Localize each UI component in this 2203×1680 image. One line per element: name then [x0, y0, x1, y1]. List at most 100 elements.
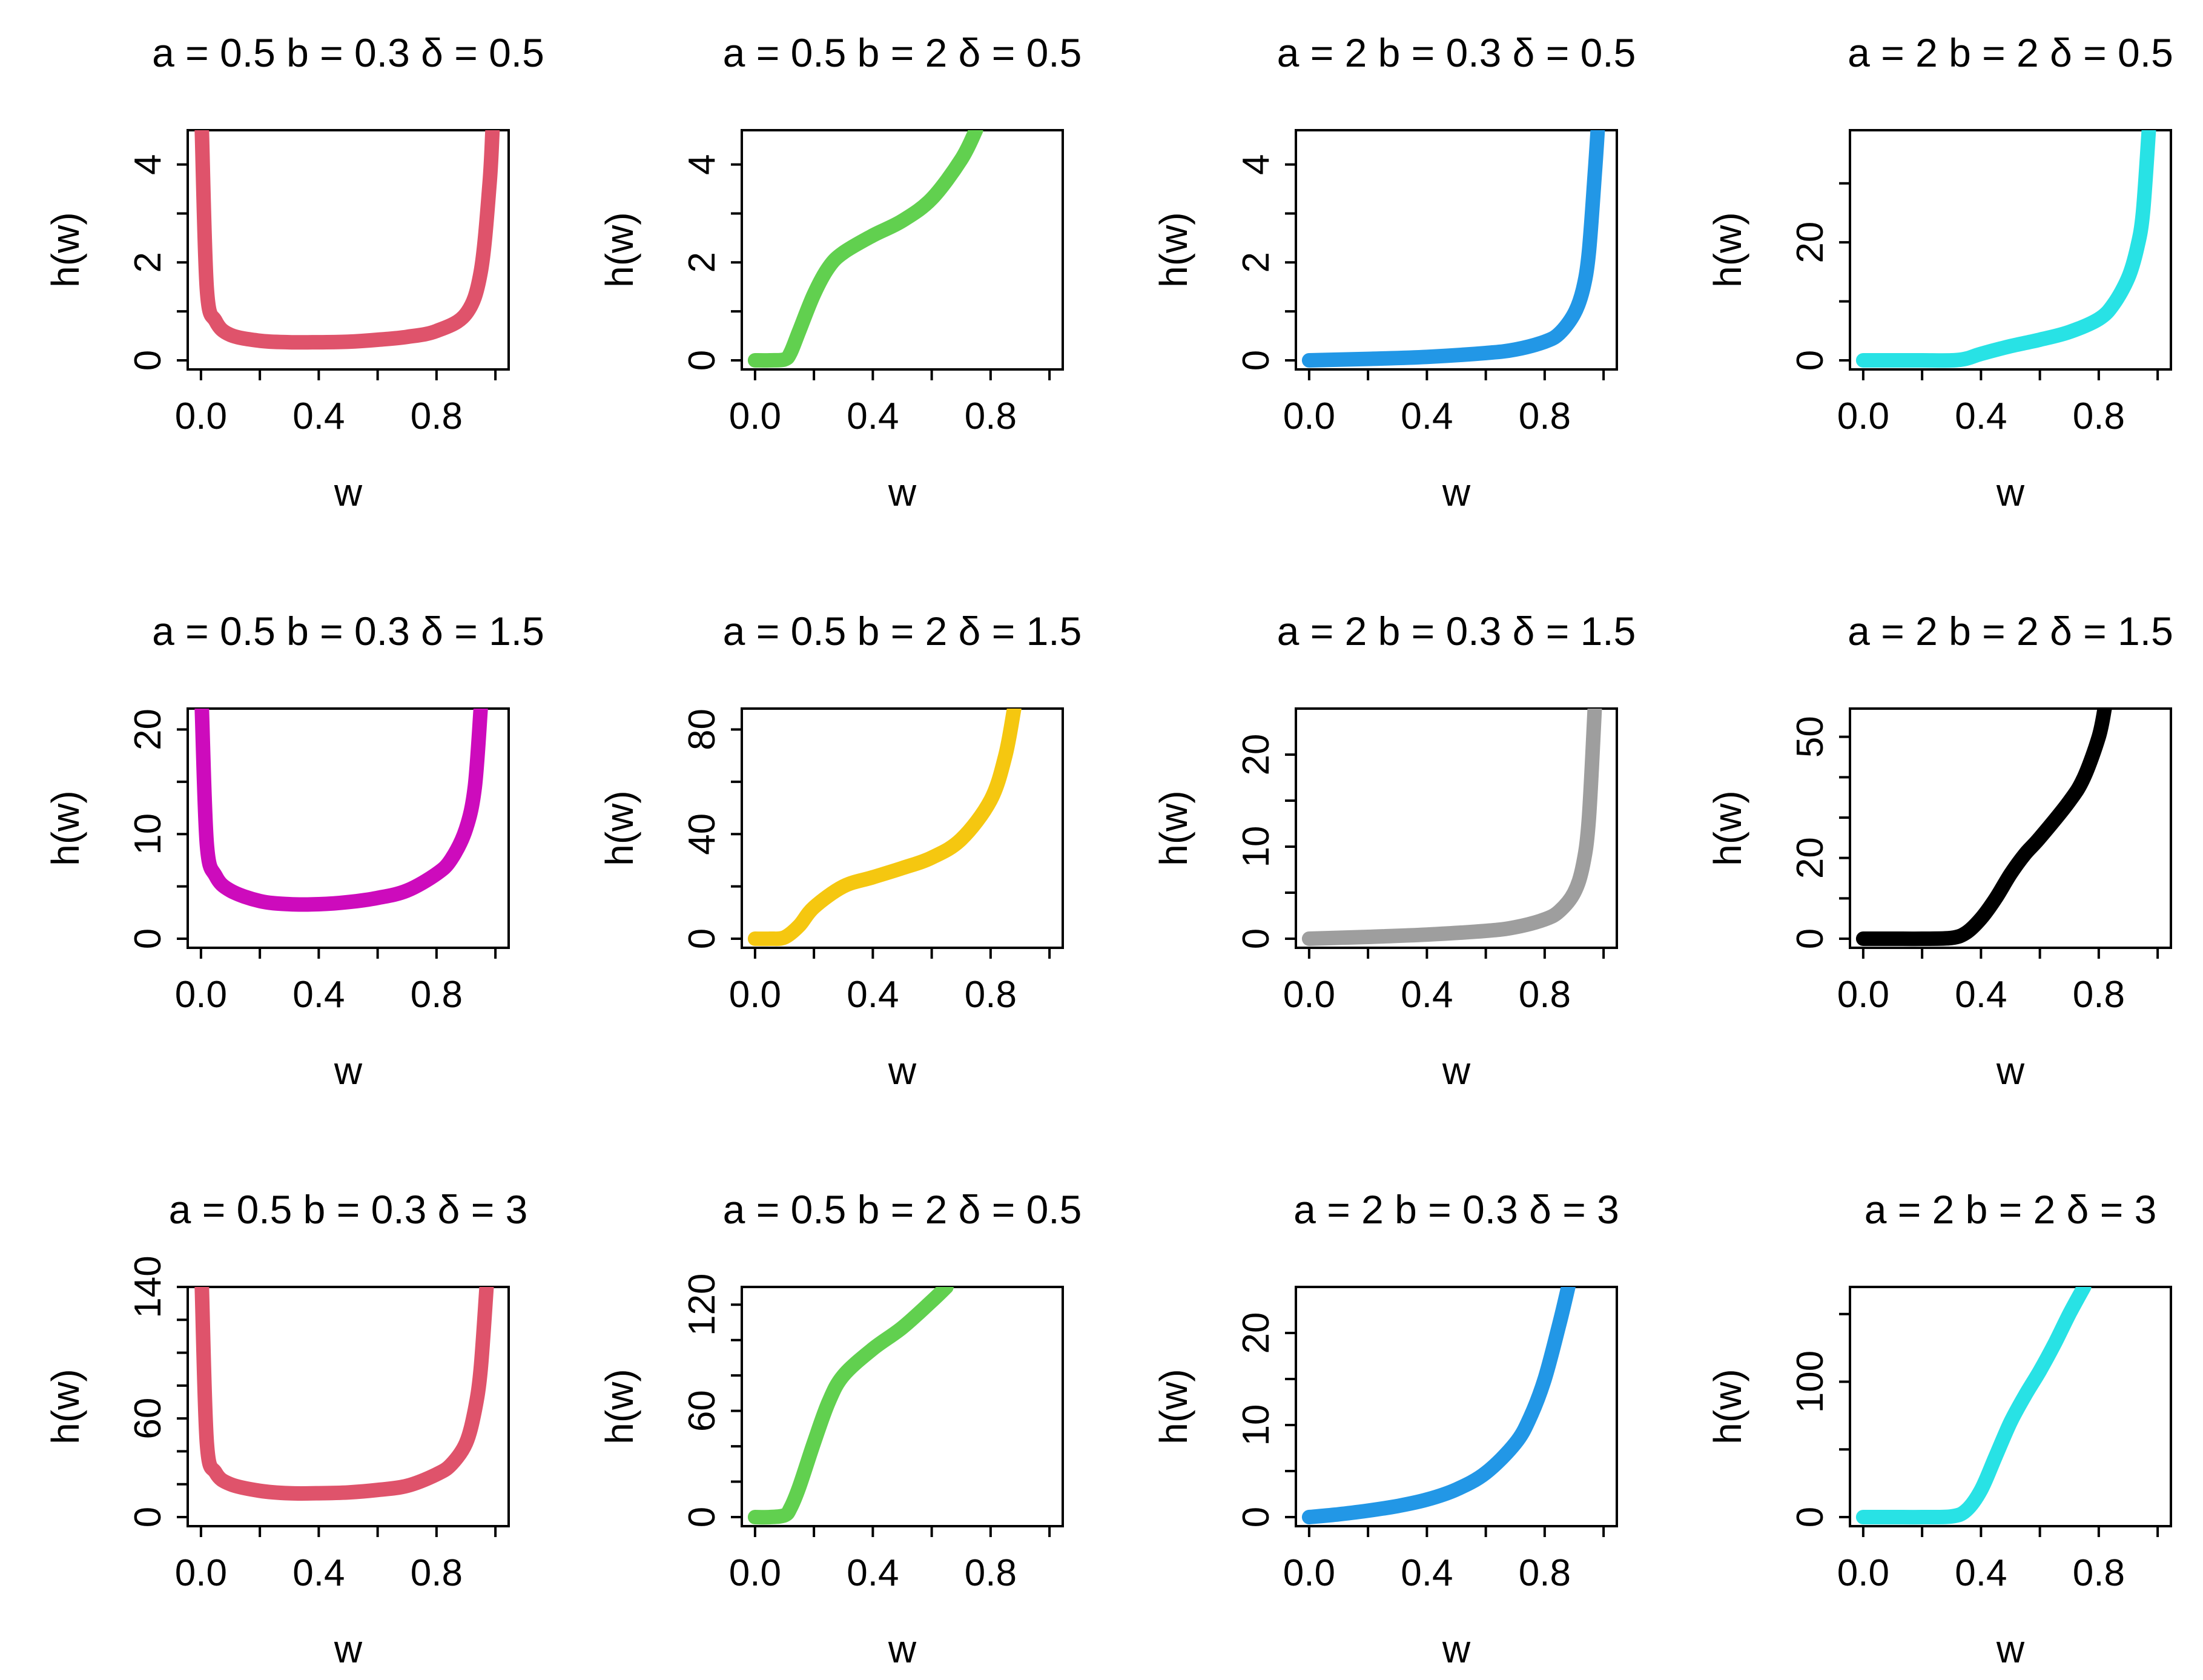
x-axis-label: w	[1442, 471, 1471, 514]
y-tick-label: 140	[127, 1255, 169, 1318]
x-tick-label: 0.8	[965, 974, 1017, 1016]
panel-title: a = 0.5 b = 2 δ = 0.5	[723, 30, 1082, 75]
panel-title: a = 2 b = 2 δ = 1.5	[1848, 609, 2173, 653]
x-axis-label: w	[334, 1049, 363, 1093]
x-tick-label: 0.0	[1283, 1552, 1335, 1594]
y-tick-label: 0	[1235, 1507, 1277, 1527]
x-axis-label: w	[334, 1627, 363, 1671]
x-tick-label: 0.0	[175, 395, 227, 437]
plot-frame	[741, 1286, 1064, 1527]
panel-title: a = 0.5 b = 0.3 δ = 1.5	[152, 609, 544, 653]
plot-frame	[1295, 707, 1618, 949]
x-tick-label: 0.0	[1283, 974, 1335, 1016]
x-axis-label: w	[334, 471, 363, 514]
plot-frame	[1849, 1286, 2172, 1527]
y-tick-label: 10	[127, 813, 169, 855]
x-tick-label: 0.4	[847, 974, 899, 1016]
x-tick-label: 0.8	[1519, 1552, 1571, 1594]
panel-2: a = 0.5 b = 2 δ = 0.5 0.0 0.4 0.8 0 2 4 w h(w)	[598, 30, 1082, 514]
x-axis-label: w	[888, 1627, 917, 1671]
panel-3: a = 2 b = 0.3 δ = 0.5 0.0 0.4 0.8 0 2 4 w h(w)	[1152, 30, 1636, 514]
series-line	[1855, 1287, 2092, 1525]
y-tick-label: 10	[1235, 1404, 1277, 1446]
y-tick-label: 2	[1235, 252, 1277, 273]
x-tick-label: 0.0	[729, 1552, 781, 1594]
plot-frame	[1295, 1286, 1618, 1527]
x-tick-label: 0.0	[1837, 395, 1889, 437]
y-axis-label: h(w)	[1152, 212, 1195, 287]
series-line	[1301, 1287, 1576, 1524]
panel-7: a = 2 b = 0.3 δ = 1.5 0.0 0.4 0.8 0 10 20 w h(w)	[1152, 609, 1636, 1093]
panel-title: a = 2 b = 2 δ = 0.5	[1848, 30, 2173, 75]
panel-title: a = 0.5 b = 0.3 δ = 0.5	[152, 30, 544, 75]
y-tick-label: 4	[1235, 154, 1277, 174]
y-tick-label: 60	[681, 1390, 723, 1432]
x-tick-label: 0.8	[1519, 974, 1571, 1016]
x-tick-label: 0.4	[1401, 395, 1453, 437]
panel-title: a = 0.5 b = 2 δ = 0.5	[723, 1187, 1082, 1232]
panel-5: a = 0.5 b = 0.3 δ = 1.5 0.0 0.4 0.8 0 10 20 w h(…	[44, 609, 544, 1093]
x-tick-label: 0.8	[1519, 395, 1571, 437]
series-line	[1301, 130, 1605, 368]
plot-frame	[187, 129, 510, 371]
panel-8: a = 2 b = 2 δ = 1.5 0.0 0.4 0.8 0 20 50 w h(w)	[1706, 609, 2173, 1093]
x-axis-label: w	[888, 1049, 917, 1093]
x-axis-label: w	[1442, 1627, 1471, 1671]
y-tick-label: 120	[681, 1274, 723, 1336]
plot-frame	[741, 129, 1064, 371]
y-tick-label: 20	[1789, 222, 1831, 263]
x-axis-label: w	[888, 471, 917, 514]
panel-4: a = 2 b = 2 δ = 0.5 0.0 0.4 0.8 0 20 w h(w)	[1706, 30, 2173, 514]
series-line	[747, 130, 983, 368]
panel-10: a = 0.5 b = 2 δ = 0.5 0.0 0.4 0.8 0 60 120 w h(w…	[598, 1187, 1082, 1671]
panel-12: a = 2 b = 2 δ = 3 0.0 0.4 0.8 0 100 w h(w)	[1706, 1187, 2172, 1671]
y-tick-label: 0	[1235, 350, 1277, 371]
y-tick-label: 80	[681, 709, 723, 750]
x-tick-label: 0.8	[411, 395, 463, 437]
x-tick-label: 0.4	[1955, 974, 2007, 1016]
x-tick-label: 0.4	[1955, 395, 2007, 437]
panel-title: a = 2 b = 0.3 δ = 1.5	[1277, 609, 1636, 653]
y-tick-label: 0	[127, 1507, 169, 1527]
y-axis-label: h(w)	[1706, 790, 1749, 865]
x-tick-label: 0.8	[2073, 974, 2125, 1016]
x-tick-label: 0.0	[1837, 1552, 1889, 1594]
x-tick-label: 0.8	[411, 974, 463, 1016]
x-tick-label: 0.8	[965, 1552, 1017, 1594]
y-tick-label: 100	[1789, 1351, 1831, 1413]
x-tick-label: 0.8	[965, 395, 1017, 437]
y-axis-label: h(w)	[598, 1369, 641, 1444]
y-tick-label: 0	[681, 350, 723, 371]
panel-title: a = 2 b = 2 δ = 3	[1864, 1187, 2157, 1232]
x-tick-label: 0.4	[1955, 1552, 2007, 1594]
plot-frame	[1295, 129, 1618, 371]
panel-9: a = 0.5 b = 0.3 δ = 3 0.0 0.4 0.8 0 60 140 w h(w…	[44, 1187, 527, 1671]
y-tick-label: 20	[1235, 1312, 1277, 1354]
x-tick-label: 0.4	[1401, 974, 1453, 1016]
y-tick-label: 0	[127, 350, 169, 371]
y-tick-label: 0	[127, 928, 169, 949]
panel-title: a = 2 b = 0.3 δ = 0.5	[1277, 30, 1636, 75]
x-axis-label: w	[1442, 1049, 1471, 1093]
x-tick-label: 0.4	[292, 1552, 345, 1594]
y-axis-label: h(w)	[44, 1369, 87, 1444]
x-tick-label: 0.8	[411, 1552, 463, 1594]
x-tick-label: 0.4	[847, 1552, 899, 1594]
y-axis-label: h(w)	[44, 790, 87, 865]
y-axis-label: h(w)	[1152, 790, 1195, 865]
panel-6: a = 0.5 b = 2 δ = 1.5 0.0 0.4 0.8 0 40 80 w h(w)	[598, 609, 1082, 1093]
panel-11: a = 2 b = 0.3 δ = 3 0.0 0.4 0.8 0 10 20 w h(w)	[1152, 1187, 1619, 1671]
y-tick-label: 20	[1235, 734, 1277, 776]
y-tick-label: 0	[681, 928, 723, 949]
y-tick-label: 10	[1235, 826, 1277, 868]
y-tick-label: 4	[681, 154, 723, 174]
panel-title: a = 0.5 b = 0.3 δ = 3	[169, 1187, 528, 1232]
series-line	[194, 709, 488, 912]
y-tick-label: 4	[127, 154, 169, 174]
plot-frame	[1849, 129, 2172, 371]
y-axis-label: h(w)	[44, 212, 87, 287]
panel-title: a = 0.5 b = 2 δ = 1.5	[723, 609, 1082, 653]
panel-title: a = 2 b = 0.3 δ = 3	[1293, 1187, 1619, 1232]
x-axis-label: w	[1996, 471, 2025, 514]
y-axis-label: h(w)	[598, 212, 641, 287]
